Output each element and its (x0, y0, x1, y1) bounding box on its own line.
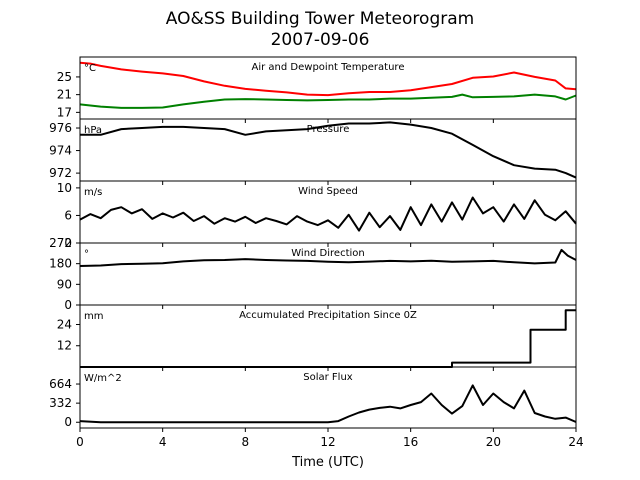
x-tick-label: 0 (76, 435, 84, 449)
panel-6: 0 332 664 W/m^2 Solar Flux (49, 366, 577, 432)
panel-3-y-tick-label: 10 (57, 181, 72, 195)
panel-5-title: Accumulated Precipitation Since 0Z (239, 310, 417, 321)
panel-2-y-tick-label: 976 (49, 121, 72, 135)
panel-1-y-tick-label: 25 (57, 70, 72, 84)
panel-4-y-tick-label: 90 (57, 277, 72, 291)
panel-6-series-1-line (79, 384, 577, 424)
panel-1-y-tick-label: 17 (57, 105, 72, 119)
x-tick-label: 12 (320, 435, 335, 449)
panel-4-y-tick-label: 0 (64, 298, 72, 312)
panel-3-series-1-line (79, 196, 577, 232)
panel-6-y-tick-label: 332 (49, 396, 72, 410)
panel-3-unit: m/s (84, 187, 102, 198)
panel-6-y-tick-label: 664 (49, 377, 72, 391)
panel-2-series-1-line (80, 121, 577, 179)
panel-4: 0 90 180 270 ° Wind Direction (49, 236, 577, 312)
panel-6-title: Solar Flux (303, 372, 353, 383)
panel-1-series-1-line (79, 61, 577, 97)
panel-2-unit: hPa (84, 125, 102, 136)
panel-5-y-tick-label: 12 (57, 339, 72, 353)
panel-5: 12 24 mm Accumulated Precipitation Since 0Z (57, 304, 577, 371)
panel-3: 2 6 10 m/s Wind Speed (57, 180, 577, 250)
panel-4-series-1-line (79, 248, 577, 267)
panel-2-title: Pressure (307, 124, 350, 135)
panel-5-y-tick-label: 24 (57, 317, 72, 331)
panel-3-y-tick-label: 6 (64, 208, 72, 222)
panel-2-y-tick-label: 974 (49, 144, 72, 158)
panel-1-y-tick-label: 21 (57, 88, 72, 102)
x-tick-label: 16 (403, 435, 418, 449)
panel-6-unit: W/m^2 (84, 373, 122, 384)
x-tick-label: 8 (242, 435, 250, 449)
panel-4-y-tick-label: 270 (49, 236, 72, 250)
panel-3-y-tick-label: 2 (64, 236, 72, 250)
panel-2-y-tick-label: 972 (49, 166, 72, 180)
x-tick-label: 4 (159, 435, 167, 449)
panel-4-unit: ° (84, 249, 89, 260)
x-axis: 0 4 8 12 16 20 24 (76, 435, 583, 449)
chart-title-line2: 2007-09-06 (271, 30, 370, 50)
panel-1-series-2-line (79, 93, 577, 109)
panel-3-title: Wind Speed (298, 186, 358, 197)
chart-title-line1: AO&SS Building Tower Meteorogram (166, 9, 474, 29)
x-tick-label: 24 (568, 435, 583, 449)
panel-4-title: Wind Direction (291, 248, 365, 259)
panel-1-unit: °C (84, 63, 96, 74)
panel-6-y-tick-label: 0 (64, 415, 72, 429)
panel-4-y-tick-label: 180 (49, 257, 72, 271)
panel-1: 17 21 25 °C Air and Dewpoint Temperature (57, 56, 577, 123)
x-tick-label: 20 (486, 435, 501, 449)
panel-5-unit: mm (84, 311, 103, 322)
panel-2: 972 974 976 hPa Pressure (49, 118, 577, 185)
panel-1-title: Air and Dewpoint Temperature (252, 62, 405, 73)
x-axis-label: Time (UTC) (291, 455, 364, 470)
panel-5-series-1-line (80, 309, 576, 368)
